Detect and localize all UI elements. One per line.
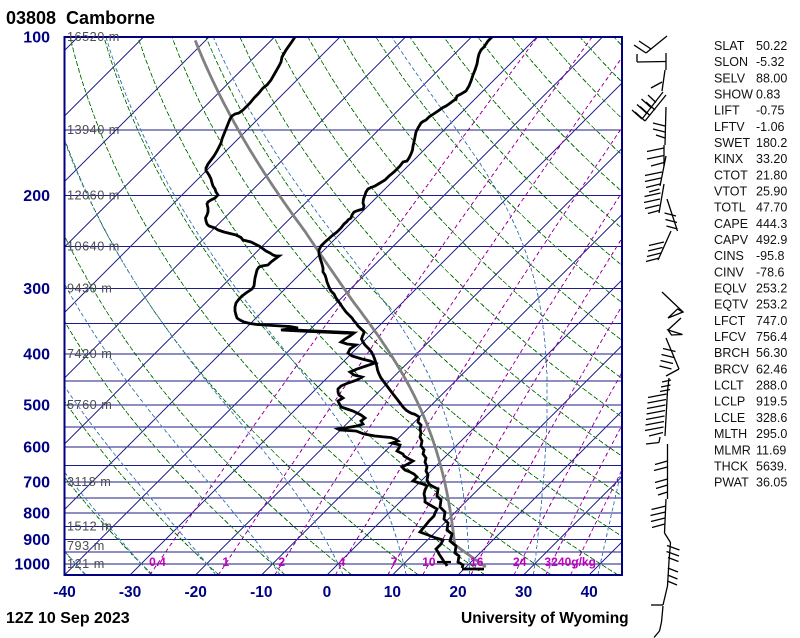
svg-text:5639.: 5639. bbox=[756, 459, 787, 473]
svg-text:200: 200 bbox=[23, 188, 50, 205]
svg-text:56.30: 56.30 bbox=[756, 346, 787, 360]
svg-text:13940 m: 13940 m bbox=[67, 123, 120, 137]
svg-text:100: 100 bbox=[23, 30, 50, 47]
svg-text:LFTV: LFTV bbox=[714, 120, 745, 134]
svg-text:36.05: 36.05 bbox=[756, 476, 787, 490]
svg-text:MLMR: MLMR bbox=[714, 443, 751, 457]
svg-text:1000: 1000 bbox=[14, 556, 50, 573]
svg-text:TOTL: TOTL bbox=[714, 201, 746, 215]
svg-text:5760 m: 5760 m bbox=[67, 398, 112, 412]
svg-text:88.00: 88.00 bbox=[756, 71, 787, 85]
svg-text:LFCV: LFCV bbox=[714, 330, 747, 344]
svg-text:-78.6: -78.6 bbox=[756, 265, 785, 279]
svg-text:10: 10 bbox=[422, 555, 436, 569]
svg-text:400: 400 bbox=[23, 347, 50, 364]
svg-text:500: 500 bbox=[23, 398, 50, 415]
svg-text:24: 24 bbox=[513, 555, 527, 569]
svg-text:12060 m: 12060 m bbox=[67, 189, 120, 203]
svg-text:16: 16 bbox=[470, 555, 484, 569]
svg-text:180.2: 180.2 bbox=[756, 136, 787, 150]
svg-text:25.90: 25.90 bbox=[756, 185, 787, 199]
svg-text:CINV: CINV bbox=[714, 265, 745, 279]
svg-text:SLON: SLON bbox=[714, 55, 748, 69]
svg-text:20: 20 bbox=[449, 584, 466, 601]
svg-text:SHOW: SHOW bbox=[714, 88, 753, 102]
svg-text:747.0: 747.0 bbox=[756, 314, 787, 328]
svg-text:University of Wyoming: University of Wyoming bbox=[461, 610, 629, 627]
svg-text:-20: -20 bbox=[184, 584, 206, 601]
svg-text:16520 m: 16520 m bbox=[67, 30, 120, 44]
svg-text:600: 600 bbox=[23, 440, 50, 457]
svg-text:7: 7 bbox=[391, 555, 398, 569]
svg-text:7420 m: 7420 m bbox=[67, 347, 112, 361]
svg-text:121 m: 121 m bbox=[67, 557, 105, 571]
svg-text:62.46: 62.46 bbox=[756, 362, 787, 376]
svg-text:-30: -30 bbox=[119, 584, 141, 601]
svg-text:30: 30 bbox=[515, 584, 532, 601]
svg-text:LCLE: LCLE bbox=[714, 411, 745, 425]
svg-text:VTOT: VTOT bbox=[714, 185, 747, 199]
svg-text:700: 700 bbox=[23, 475, 50, 492]
svg-text:SLAT: SLAT bbox=[714, 39, 745, 53]
svg-text:0.4: 0.4 bbox=[149, 555, 166, 569]
svg-text:2: 2 bbox=[278, 555, 285, 569]
svg-text:EQLV: EQLV bbox=[714, 282, 747, 296]
svg-text:12Z 10 Sep 2023: 12Z 10 Sep 2023 bbox=[6, 610, 130, 627]
svg-text:LIFT: LIFT bbox=[714, 104, 740, 118]
svg-text:33.20: 33.20 bbox=[756, 152, 787, 166]
svg-text:900: 900 bbox=[23, 532, 50, 549]
svg-text:9430 m: 9430 m bbox=[67, 281, 112, 295]
svg-text:CAPE: CAPE bbox=[714, 217, 748, 231]
svg-text:KINX: KINX bbox=[714, 152, 744, 166]
svg-text:-5.32: -5.32 bbox=[756, 55, 785, 69]
svg-text:-1.06: -1.06 bbox=[756, 120, 785, 134]
svg-text:SWET: SWET bbox=[714, 136, 750, 150]
svg-text:0.83: 0.83 bbox=[756, 88, 780, 102]
svg-text:CINS: CINS bbox=[714, 249, 744, 263]
svg-text:-10: -10 bbox=[250, 584, 272, 601]
svg-text:300: 300 bbox=[23, 281, 50, 298]
svg-text:444.3: 444.3 bbox=[756, 217, 787, 231]
svg-text:0: 0 bbox=[323, 584, 332, 601]
svg-text:CAPV: CAPV bbox=[714, 233, 749, 247]
svg-text:10: 10 bbox=[384, 584, 401, 601]
svg-text:295.0: 295.0 bbox=[756, 427, 787, 441]
svg-text:MLTH: MLTH bbox=[714, 427, 747, 441]
svg-text:SELV: SELV bbox=[714, 71, 746, 85]
svg-text:919.5: 919.5 bbox=[756, 395, 787, 409]
svg-text:492.9: 492.9 bbox=[756, 233, 787, 247]
svg-text:253.2: 253.2 bbox=[756, 298, 787, 312]
svg-text:-95.8: -95.8 bbox=[756, 249, 785, 263]
svg-text:40g/kg: 40g/kg bbox=[558, 555, 596, 569]
svg-text:47.70: 47.70 bbox=[756, 201, 787, 215]
svg-text:1512 m: 1512 m bbox=[67, 520, 112, 534]
svg-text:756.4: 756.4 bbox=[756, 330, 787, 344]
svg-text:LCLT: LCLT bbox=[714, 379, 744, 393]
svg-text:LCLP: LCLP bbox=[714, 395, 745, 409]
svg-text:50.22: 50.22 bbox=[756, 39, 787, 53]
svg-text:PWAT: PWAT bbox=[714, 476, 749, 490]
svg-text:288.0: 288.0 bbox=[756, 379, 787, 393]
svg-text:21.80: 21.80 bbox=[756, 168, 787, 182]
svg-text:4: 4 bbox=[339, 555, 346, 569]
svg-text:EQTV: EQTV bbox=[714, 298, 749, 312]
svg-text:LFCT: LFCT bbox=[714, 314, 746, 328]
svg-text:800: 800 bbox=[23, 505, 50, 522]
svg-text:11.69: 11.69 bbox=[756, 443, 786, 457]
svg-text:3118 m: 3118 m bbox=[67, 475, 111, 489]
svg-text:253.2: 253.2 bbox=[756, 282, 787, 296]
svg-text:03808 Camborne: 03808 Camborne bbox=[6, 8, 155, 28]
svg-text:32: 32 bbox=[544, 555, 558, 569]
svg-text:793 m: 793 m bbox=[67, 539, 105, 553]
svg-text:-40: -40 bbox=[53, 584, 75, 601]
svg-text:-0.75: -0.75 bbox=[756, 104, 785, 118]
svg-text:THCK: THCK bbox=[714, 459, 749, 473]
svg-text:BRCH: BRCH bbox=[714, 346, 749, 360]
svg-text:40: 40 bbox=[581, 584, 598, 601]
svg-text:BRCV: BRCV bbox=[714, 362, 749, 376]
svg-text:CTOT: CTOT bbox=[714, 168, 748, 182]
svg-text:1: 1 bbox=[222, 555, 229, 569]
svg-text:10640 m: 10640 m bbox=[67, 240, 120, 254]
svg-text:328.6: 328.6 bbox=[756, 411, 787, 425]
